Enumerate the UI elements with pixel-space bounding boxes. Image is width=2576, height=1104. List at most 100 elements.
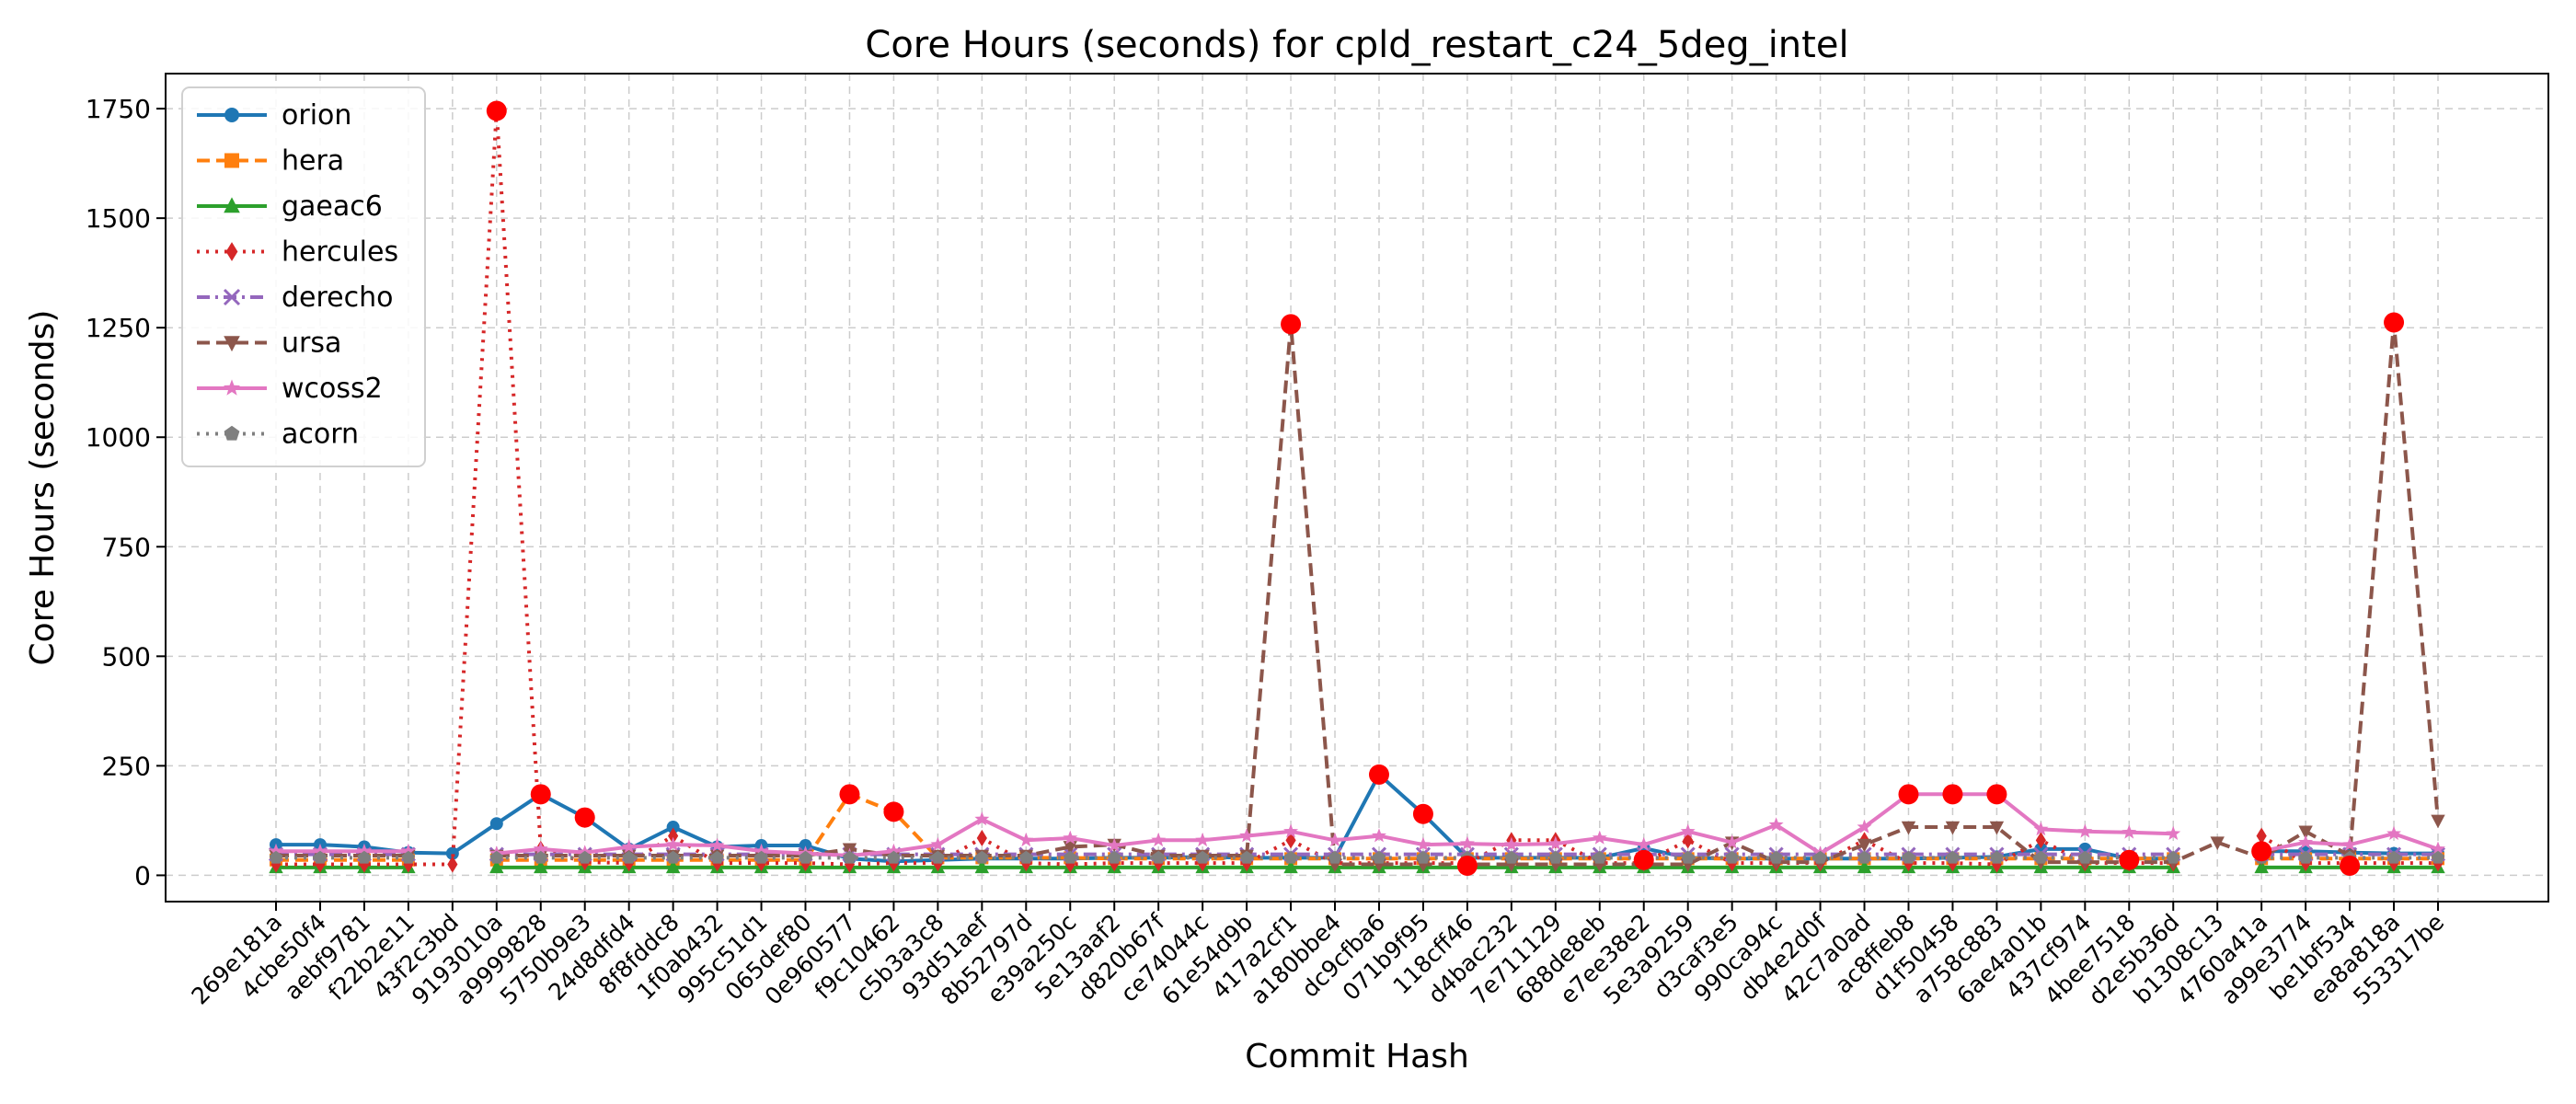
data-point-acorn <box>931 850 945 864</box>
data-point-wcoss2 <box>1018 832 1034 847</box>
data-point-acorn <box>2166 850 2180 864</box>
legend-label: wcoss2 <box>282 373 383 405</box>
data-point-wcoss2 <box>356 843 372 857</box>
data-point-wcoss2 <box>1547 835 1563 850</box>
data-point-acorn <box>1151 850 1166 864</box>
legend-label: gaeac6 <box>282 190 383 223</box>
legend-label: hera <box>282 145 344 178</box>
legend-marker <box>225 242 238 261</box>
legend-marker <box>224 153 239 168</box>
y-tick-label: 500 <box>102 641 151 672</box>
data-point-acorn <box>2386 850 2401 864</box>
data-point-acorn <box>1946 850 1960 864</box>
data-point-wcoss2 <box>1680 823 1696 838</box>
data-point-wcoss2 <box>886 843 902 857</box>
data-point-wcoss2 <box>1415 836 1431 851</box>
data-point-acorn <box>578 850 592 864</box>
data-point-gaeac6 <box>489 859 504 874</box>
y-tick-label: 1500 <box>86 203 151 234</box>
highlight-point <box>1633 849 1654 870</box>
data-point-wcoss2 <box>1768 817 1784 832</box>
data-point-ursa <box>2298 825 2313 840</box>
data-point-acorn <box>357 850 372 864</box>
highlight-point <box>574 807 595 828</box>
legend-marker <box>224 108 239 122</box>
data-point-ursa <box>1989 821 2005 835</box>
data-point-acorn <box>843 850 857 864</box>
series-line-hercules <box>276 109 2174 867</box>
data-point-wcoss2 <box>1459 835 1475 850</box>
data-point-orion <box>489 817 503 831</box>
data-point-acorn <box>1902 850 1915 864</box>
data-point-wcoss2 <box>400 843 416 857</box>
data-point-acorn <box>2078 850 2092 864</box>
data-point-acorn <box>754 850 768 864</box>
data-point-gaeac6 <box>665 859 681 874</box>
data-point-acorn <box>269 850 283 864</box>
highlight-point <box>2119 849 2140 870</box>
data-point-acorn <box>1769 850 1783 864</box>
legend-label: ursa <box>282 328 341 360</box>
y-axis-label: Core Hours (seconds) <box>24 310 62 666</box>
data-point-acorn <box>534 850 548 864</box>
legend-item-acorn: acorn <box>197 419 359 451</box>
data-point-acorn <box>710 850 724 864</box>
highlight-point <box>2384 312 2405 333</box>
data-point-wcoss2 <box>2166 825 2181 840</box>
data-point-wcoss2 <box>313 843 328 857</box>
x-axis-label: Commit Hash <box>1245 1038 1469 1075</box>
data-point-acorn <box>1283 850 1298 864</box>
data-point-acorn <box>975 850 989 864</box>
legend-item-derecho: derecho <box>197 282 394 314</box>
data-point-gaeac6 <box>1283 859 1298 874</box>
plot-frame <box>165 73 2549 903</box>
y-tick-label: 1000 <box>86 422 151 453</box>
data-point-acorn <box>2298 850 2313 864</box>
data-point-wcoss2 <box>1592 830 1607 845</box>
data-point-wcoss2 <box>2122 824 2137 839</box>
highlight-point <box>1281 314 1302 335</box>
legend-item-hera: hera <box>197 145 344 178</box>
y-axis: 0 250 500 750 1000 1250 1500 1750 <box>86 94 166 891</box>
data-point-wcoss2 <box>269 843 283 857</box>
data-point-wcoss2 <box>753 843 769 857</box>
y-tick-label: 750 <box>102 532 151 562</box>
data-point-acorn <box>1857 850 1871 864</box>
legend-label: acorn <box>282 419 359 451</box>
data-point-acorn <box>1239 850 1254 864</box>
legend: orion hera gaeac6 hercules derecho ursa wcoss2… <box>181 86 426 467</box>
highlight-point <box>839 784 860 805</box>
highlight-point <box>530 784 551 805</box>
highlight-point <box>1368 764 1389 785</box>
highlight-point <box>2251 841 2272 862</box>
data-point-acorn <box>1681 850 1695 864</box>
data-point-wcoss2 <box>1372 828 1386 843</box>
data-point-wcoss2 <box>2431 841 2445 856</box>
data-point-acorn <box>1372 850 1386 864</box>
data-point-gaeac6 <box>1857 859 1872 874</box>
data-point-hercules <box>359 856 370 873</box>
data-point-gaeac6 <box>2254 859 2269 874</box>
y-tick-label: 1250 <box>86 313 151 343</box>
data-point-wcoss2 <box>2298 834 2314 849</box>
data-point-acorn <box>1019 850 1033 864</box>
data-point-wcoss2 <box>709 837 725 852</box>
legend-marker <box>223 379 241 396</box>
data-point-gaeac6 <box>534 859 548 874</box>
legend-label: hercules <box>282 236 398 269</box>
data-point-hercules <box>2035 832 2046 849</box>
legend-item-ursa: ursa <box>197 328 341 360</box>
data-point-acorn <box>1593 850 1607 864</box>
legend-label: orion <box>282 99 351 132</box>
legend-item-gaeac6: gaeac6 <box>197 190 383 223</box>
data-point-acorn <box>1107 850 1121 864</box>
data-point-acorn <box>666 850 680 864</box>
legend-marker <box>224 197 240 213</box>
legend-box <box>181 86 426 467</box>
data-point-acorn <box>1725 850 1739 864</box>
data-point-acorn <box>2431 850 2445 864</box>
data-point-acorn <box>1813 850 1827 864</box>
data-point-acorn <box>1990 850 2004 864</box>
y-tick-label: 0 <box>134 860 151 891</box>
data-point-wcoss2 <box>665 836 681 851</box>
